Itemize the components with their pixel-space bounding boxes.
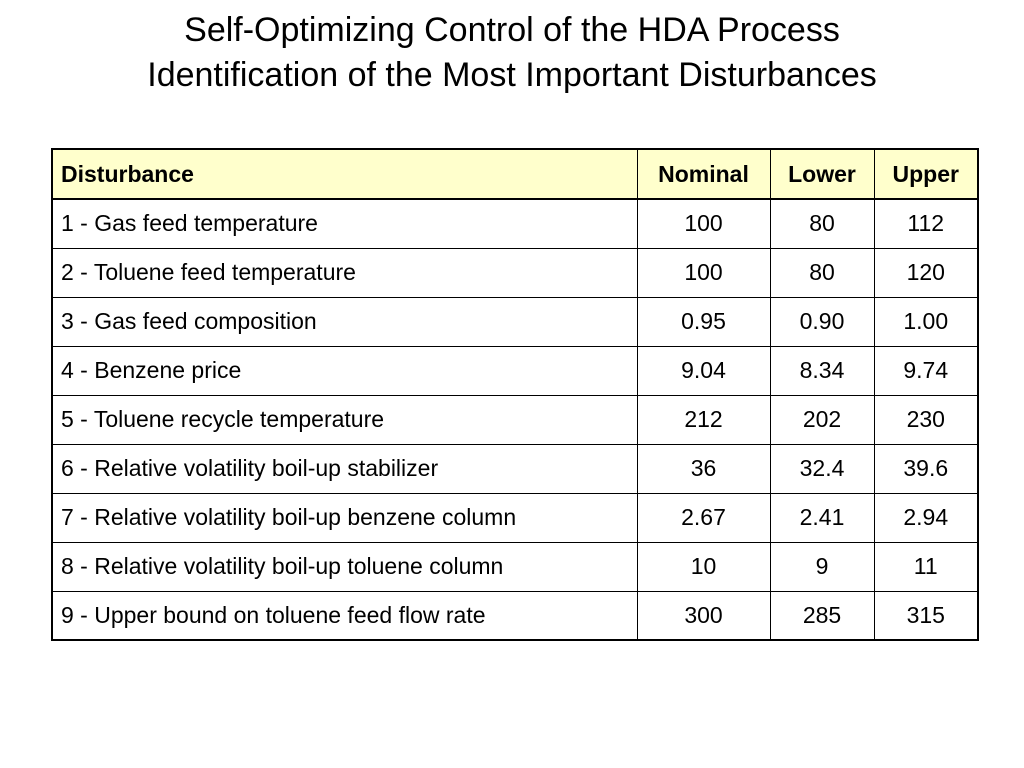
nominal-cell: 36 bbox=[636, 443, 771, 494]
table-row: 4 - Benzene price 9.04 8.34 9.74 bbox=[51, 345, 979, 396]
upper-cell: 2.94 bbox=[873, 492, 979, 543]
lower-cell: 80 bbox=[769, 247, 875, 298]
upper-cell: 1.00 bbox=[873, 296, 979, 347]
nominal-cell: 2.67 bbox=[636, 492, 771, 543]
nominal-cell: 212 bbox=[636, 394, 771, 445]
disturbance-cell: 7 - Relative volatility boil-up benzene … bbox=[51, 492, 638, 543]
nominal-cell: 100 bbox=[636, 198, 771, 249]
upper-cell: 11 bbox=[873, 541, 979, 592]
disturbance-cell: 9 - Upper bound on toluene feed flow rat… bbox=[51, 590, 638, 641]
table-row: 1 - Gas feed temperature 100 80 112 bbox=[51, 198, 979, 249]
disturbance-cell: 3 - Gas feed composition bbox=[51, 296, 638, 347]
upper-cell: 9.74 bbox=[873, 345, 979, 396]
table-row: 7 - Relative volatility boil-up benzene … bbox=[51, 492, 979, 543]
table-row: 9 - Upper bound on toluene feed flow rat… bbox=[51, 590, 979, 641]
disturbance-table: Disturbance Nominal Lower Upper 1 - Gas … bbox=[51, 148, 979, 641]
header-upper: Upper bbox=[873, 148, 979, 200]
nominal-cell: 300 bbox=[636, 590, 771, 641]
title-line-1: Self-Optimizing Control of the HDA Proce… bbox=[184, 11, 840, 49]
upper-cell: 39.6 bbox=[873, 443, 979, 494]
upper-cell: 315 bbox=[873, 590, 979, 641]
table-row: 5 - Toluene recycle temperature 212 202 … bbox=[51, 394, 979, 445]
lower-cell: 80 bbox=[769, 198, 875, 249]
lower-cell: 32.4 bbox=[769, 443, 875, 494]
header-lower: Lower bbox=[769, 148, 875, 200]
lower-cell: 202 bbox=[769, 394, 875, 445]
disturbance-cell: 4 - Benzene price bbox=[51, 345, 638, 396]
upper-cell: 120 bbox=[873, 247, 979, 298]
table-row: 8 - Relative volatility boil-up toluene … bbox=[51, 541, 979, 592]
header-disturbance: Disturbance bbox=[51, 148, 638, 200]
nominal-cell: 10 bbox=[636, 541, 771, 592]
table-row: 2 - Toluene feed temperature 100 80 120 bbox=[51, 247, 979, 298]
upper-cell: 112 bbox=[873, 198, 979, 249]
disturbance-cell: 2 - Toluene feed temperature bbox=[51, 247, 638, 298]
lower-cell: 9 bbox=[769, 541, 875, 592]
lower-cell: 2.41 bbox=[769, 492, 875, 543]
disturbance-cell: 1 - Gas feed temperature bbox=[51, 198, 638, 249]
lower-cell: 285 bbox=[769, 590, 875, 641]
disturbance-cell: 6 - Relative volatility boil-up stabiliz… bbox=[51, 443, 638, 494]
disturbance-cell: 5 - Toluene recycle temperature bbox=[51, 394, 638, 445]
nominal-cell: 0.95 bbox=[636, 296, 771, 347]
lower-cell: 0.90 bbox=[769, 296, 875, 347]
nominal-cell: 9.04 bbox=[636, 345, 771, 396]
disturbance-cell: 8 - Relative volatility boil-up toluene … bbox=[51, 541, 638, 592]
table-row: 3 - Gas feed composition 0.95 0.90 1.00 bbox=[51, 296, 979, 347]
title-line-2: Identification of the Most Important Dis… bbox=[147, 56, 877, 94]
table-row: 6 - Relative volatility boil-up stabiliz… bbox=[51, 443, 979, 494]
header-nominal: Nominal bbox=[636, 148, 771, 200]
table-header-row: Disturbance Nominal Lower Upper bbox=[51, 148, 979, 200]
lower-cell: 8.34 bbox=[769, 345, 875, 396]
nominal-cell: 100 bbox=[636, 247, 771, 298]
slide-title: Self-Optimizing Control of the HDA Proce… bbox=[0, 8, 1024, 98]
upper-cell: 230 bbox=[873, 394, 979, 445]
